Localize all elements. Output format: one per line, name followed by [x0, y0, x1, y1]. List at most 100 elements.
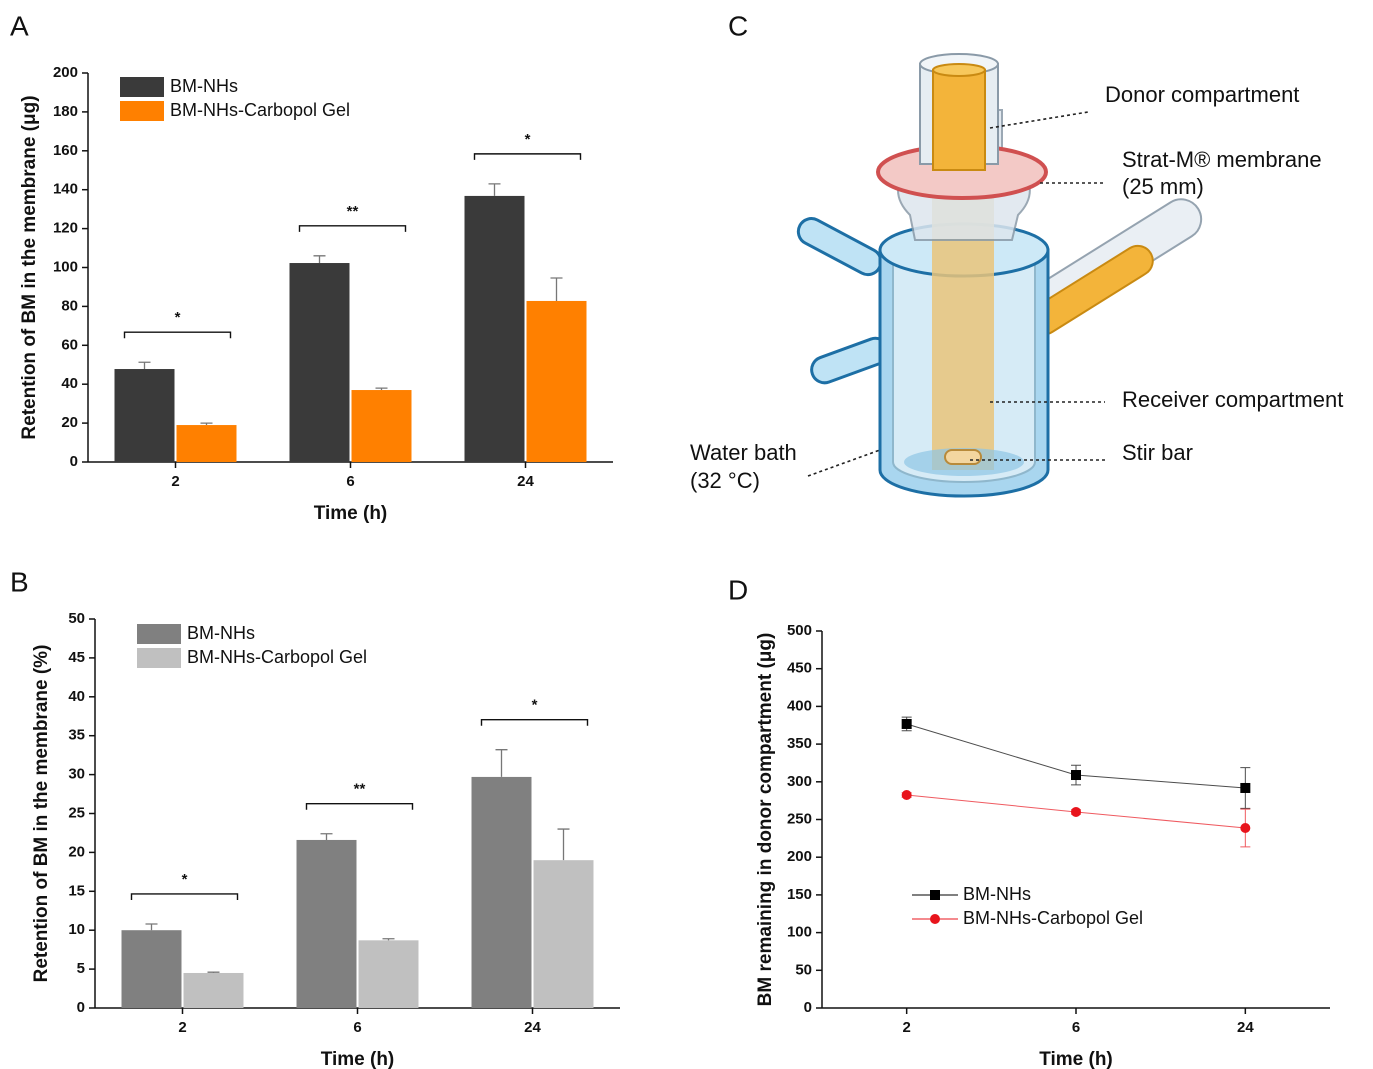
- x-tick-label: 2: [171, 473, 179, 490]
- marker: [1240, 823, 1250, 833]
- x-axis-title: Time (h): [321, 1049, 395, 1069]
- label: (32 °C): [690, 468, 760, 493]
- y-tick-label: 20: [68, 843, 85, 860]
- y-tick-label: 60: [61, 336, 78, 353]
- significance-bracket: [482, 720, 588, 726]
- y-tick-label: 180: [53, 103, 78, 120]
- significance-bracket: [475, 154, 581, 160]
- bar: [465, 196, 525, 462]
- x-tick-label: 24: [1237, 1019, 1254, 1036]
- x-tick-label: 24: [517, 473, 534, 490]
- legend-swatch: [137, 648, 181, 668]
- legend-label: BM-NHs: [170, 76, 238, 96]
- significance-bracket: [132, 894, 238, 900]
- panel-letter: B: [10, 566, 29, 597]
- bar: [184, 973, 244, 1008]
- figure: C Donor compartment Strat-M® membrane (2…: [0, 0, 1373, 1069]
- legend-marker: [930, 914, 940, 924]
- label: Receiver compartment: [1122, 387, 1343, 412]
- legend-label: BM-NHs-Carbopol Gel: [170, 100, 350, 120]
- error-bar: [489, 184, 501, 196]
- y-tick-label: 20: [61, 414, 78, 431]
- leader: [990, 112, 1088, 128]
- y-tick-label: 100: [53, 258, 78, 275]
- panel-letter: D: [728, 574, 748, 605]
- label: Water bath: [690, 440, 797, 465]
- x-tick-label: 6: [353, 1019, 361, 1036]
- y-tick-label: 15: [68, 882, 85, 899]
- marker: [1071, 770, 1081, 780]
- y-tick-label: 40: [61, 375, 78, 392]
- significance-bracket: [300, 226, 406, 232]
- error-bar: [551, 278, 563, 301]
- error-bar: [201, 423, 213, 425]
- bar: [290, 263, 350, 462]
- y-tick-label: 45: [68, 649, 85, 666]
- bar: [472, 777, 532, 1008]
- error-bar: [314, 256, 326, 263]
- error-bar: [558, 829, 570, 860]
- y-tick-label: 350: [787, 735, 812, 752]
- y-tick-label: 10: [68, 921, 85, 938]
- y-tick-label: 300: [787, 773, 812, 790]
- legend-swatch: [137, 624, 181, 644]
- bar: [359, 940, 419, 1008]
- x-tick-label: 2: [902, 1019, 910, 1036]
- panel-letter: C: [728, 10, 748, 41]
- y-tick-label: 0: [77, 999, 85, 1016]
- significance-label: *: [182, 871, 188, 888]
- bar: [297, 840, 357, 1008]
- x-tick-label: 6: [346, 473, 354, 490]
- y-axis-title: Retention of BM in the membrane (%): [31, 645, 52, 983]
- error-bar: [208, 972, 220, 973]
- label: Stir bar: [1122, 440, 1193, 465]
- legend-label: BM-NHs-Carbopol Gel: [187, 647, 367, 667]
- error-bar: [321, 834, 333, 840]
- y-tick-label: 200: [53, 64, 78, 81]
- y-tick-label: 400: [787, 697, 812, 714]
- legend-swatch: [120, 77, 164, 97]
- y-tick-label: 50: [795, 961, 812, 978]
- y-tick-label: 50: [68, 610, 85, 627]
- y-tick-label: 150: [787, 886, 812, 903]
- legend-label: BM-NHs: [187, 623, 255, 643]
- y-tick-label: 0: [804, 999, 812, 1016]
- legend-label: BM-NHs-Carbopol Gel: [963, 908, 1143, 928]
- y-tick-label: 140: [53, 181, 78, 198]
- stir-bar: [945, 450, 981, 464]
- y-axis-title: BM remaining in donor compartment (μg): [755, 633, 776, 1007]
- y-tick-label: 40: [68, 688, 85, 705]
- legend-marker: [930, 890, 940, 900]
- error-bar: [376, 388, 388, 390]
- bar: [352, 390, 412, 462]
- legend-label: BM-NHs: [963, 884, 1031, 904]
- panel-letter: A: [10, 10, 29, 41]
- significance-label: *: [532, 697, 538, 714]
- diagram-c: C Donor compartment Strat-M® membrane (2…: [690, 10, 1343, 496]
- leader: [808, 450, 880, 476]
- label: Strat-M® membrane: [1122, 147, 1322, 172]
- significance-label: **: [347, 203, 359, 220]
- label: (25 mm): [1122, 174, 1204, 199]
- bar: [527, 301, 587, 462]
- x-tick-label: 2: [178, 1019, 186, 1036]
- y-tick-label: 100: [787, 924, 812, 941]
- bar: [122, 930, 182, 1008]
- bar: [115, 369, 175, 462]
- x-tick-label: 24: [524, 1019, 541, 1036]
- significance-bracket: [125, 332, 231, 338]
- error-bar: [383, 939, 395, 941]
- donor-surface: [933, 64, 985, 76]
- x-axis-title: Time (h): [1039, 1049, 1113, 1069]
- x-axis-title: Time (h): [314, 503, 388, 524]
- y-tick-label: 250: [787, 810, 812, 827]
- marker: [902, 790, 912, 800]
- y-tick-label: 160: [53, 142, 78, 159]
- donor-liquid: [933, 70, 985, 170]
- bar: [177, 425, 237, 462]
- significance-label: **: [354, 781, 366, 798]
- y-tick-label: 200: [787, 848, 812, 865]
- label: Donor compartment: [1105, 82, 1299, 107]
- y-tick-label: 25: [68, 804, 85, 821]
- marker: [1240, 783, 1250, 793]
